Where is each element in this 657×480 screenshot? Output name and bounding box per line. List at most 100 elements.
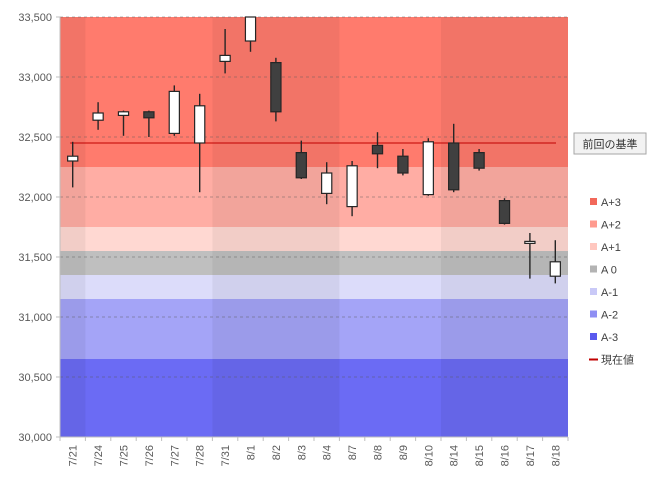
candle-body <box>295 152 307 179</box>
x-tick-label: 8/7 <box>347 445 359 460</box>
candle-8-9 <box>397 149 409 176</box>
legend-swatch <box>590 265 597 273</box>
candle-8-3 <box>295 140 307 179</box>
y-tick-label: 30,000 <box>18 432 52 444</box>
y-tick-label: 32,500 <box>18 132 52 144</box>
legend-item: 現在値 <box>589 354 634 367</box>
candle-8-16 <box>498 198 511 225</box>
legend: A+3 A+2 A+1 A 0 A-1 A-2 A-3 現在値 <box>589 197 634 367</box>
x-tick-label: 8/17 <box>525 445 537 466</box>
gridlines <box>60 16 568 378</box>
legend-item: A+3 <box>590 197 621 209</box>
band-Aminus2 <box>60 299 568 359</box>
band-Aminus1 <box>60 275 568 299</box>
legend-swatch <box>590 288 597 295</box>
legend-label: A 0 <box>601 265 617 277</box>
candle-body <box>448 142 460 191</box>
candle-body <box>219 54 231 63</box>
y-tick-label: 33,000 <box>18 72 52 84</box>
candle-8-4 <box>321 162 333 205</box>
column-shade-layer <box>60 17 568 437</box>
legend-label: A+1 <box>601 242 621 254</box>
candle-7-27 <box>168 85 180 136</box>
y-tick-label: 31,000 <box>18 312 52 324</box>
candles-layer <box>67 16 561 284</box>
legend-label: A-1 <box>601 287 618 299</box>
candle-8-18 <box>549 240 561 284</box>
candle-body <box>168 90 180 135</box>
candle-body <box>524 240 536 244</box>
x-tick-label: 7/31 <box>220 445 232 466</box>
legend-item: A+1 <box>590 242 621 254</box>
candle-body <box>397 155 409 174</box>
x-tick-label: 8/18 <box>550 445 562 466</box>
band-Aplus3 <box>60 17 568 167</box>
band-Aminus3 <box>60 359 568 437</box>
x-tick-label: 8/9 <box>398 445 410 460</box>
axes: 30,000 30,500 31,000 31,500 32,000 32,500 33,0… <box>18 12 569 466</box>
candle-8-14 <box>448 123 460 193</box>
candle-body <box>194 105 206 144</box>
x-tick-label: 7/25 <box>119 445 131 466</box>
legend-swatch <box>590 198 597 205</box>
legend-item: A-1 <box>590 287 618 299</box>
band-A0 <box>60 251 568 275</box>
x-tick-label: 8/3 <box>296 445 308 460</box>
x-tick-label: 8/14 <box>449 445 461 466</box>
legend-item: A+2 <box>590 220 621 232</box>
candle-8-15 <box>473 149 485 171</box>
candle-8-10 <box>422 138 434 196</box>
candle-7-25 <box>117 110 130 136</box>
legend-label: A-3 <box>601 332 618 344</box>
candle-7-24 <box>92 102 104 130</box>
x-tick-label: 8/2 <box>271 445 283 460</box>
candle-8-17 <box>524 233 536 279</box>
candle-body <box>143 111 155 119</box>
candle-7-28 <box>194 93 206 193</box>
candle-body <box>371 144 384 155</box>
legend-item: A-2 <box>590 310 618 322</box>
x-tick-label: 8/1 <box>246 445 258 460</box>
candle-8-1 <box>244 16 257 52</box>
column-group-shade <box>60 17 86 437</box>
y-tick-label: 31,500 <box>18 252 52 264</box>
band-Aplus2 <box>60 167 568 227</box>
candle-body <box>346 165 358 208</box>
reference-line-label: 前回の基準 <box>573 132 647 155</box>
y-tick-label: 32,000 <box>18 192 52 204</box>
legend-label: A+3 <box>601 197 621 209</box>
legend-swatch <box>590 243 597 250</box>
legend-item: A 0 <box>590 265 617 277</box>
candle-7-26 <box>143 110 155 137</box>
x-tick-label: 8/4 <box>322 445 334 460</box>
x-tick-label: 8/16 <box>500 445 512 466</box>
candle-body <box>549 261 561 277</box>
y-tick-label: 30,500 <box>18 372 52 384</box>
candle-body <box>92 112 104 121</box>
x-tick-label: 7/21 <box>68 445 80 466</box>
band-Aplus1 <box>60 227 568 251</box>
candle-body <box>498 200 511 225</box>
candle-body <box>473 152 485 169</box>
candle-8-8 <box>371 132 384 169</box>
candle-body <box>321 172 333 194</box>
candle-body <box>422 141 434 196</box>
candle-body <box>67 155 79 162</box>
candle-body <box>117 111 130 117</box>
column-group-shade <box>441 17 568 437</box>
x-tick-label: 8/10 <box>423 445 435 466</box>
x-tick-label: 7/24 <box>93 445 105 466</box>
candle-body <box>270 61 282 113</box>
x-tick-label: 7/27 <box>169 445 181 466</box>
reference-label-box <box>573 132 647 155</box>
candle-8-2 <box>270 57 282 122</box>
candle-7-21 <box>67 141 79 188</box>
legend-label: 現在値 <box>601 354 634 367</box>
x-tick-label: 7/26 <box>144 445 156 466</box>
legend-label: A-2 <box>601 310 618 322</box>
legend-item: A-3 <box>590 332 618 344</box>
band-layer <box>60 17 568 437</box>
x-tick-label: 7/28 <box>195 445 207 466</box>
x-tick-label: 8/15 <box>474 445 486 466</box>
candle-8-7 <box>346 161 358 217</box>
